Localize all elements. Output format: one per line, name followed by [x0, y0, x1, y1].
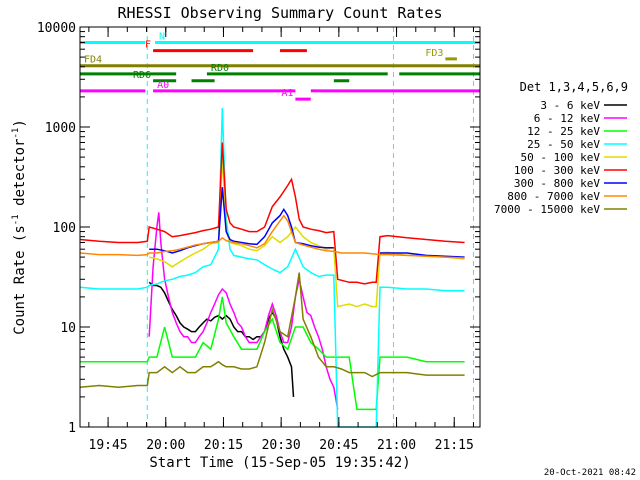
- y-axis-label-main: Count Rate (s: [12, 225, 28, 335]
- y-axis-label: Count Rate (s-1 detector-1): [11, 119, 28, 335]
- series-line: [79, 142, 465, 285]
- series-line: [79, 107, 465, 428]
- legend-label: 6 - 12 keV: [534, 112, 601, 125]
- series-lines: [79, 107, 465, 428]
- x-tick-label: 19:45: [89, 438, 128, 453]
- flag-label: FD4: [84, 55, 102, 66]
- flag-label: RD0: [211, 63, 229, 74]
- y-tick-label: 10: [60, 321, 76, 336]
- plot-frame: [79, 26, 481, 428]
- legend-label: 100 - 300 keV: [514, 164, 600, 177]
- y-tick-label: 1000: [45, 121, 76, 136]
- y-axis: 1 10 100 1000 10000: [37, 21, 480, 436]
- flag-label: N: [159, 31, 165, 42]
- y-axis-label-end: ): [12, 119, 28, 127]
- x-axis: 19:45 20:00 20:15 20:30 20:45 21:00 21:15: [88, 27, 474, 453]
- y-axis-label-sup2: -1: [11, 128, 21, 139]
- x-tick-label: 21:15: [435, 438, 474, 453]
- footer-timestamp: 20-Oct-2021 08:42: [544, 468, 636, 478]
- chart-title: RHESSI Observing Summary Count Rates: [117, 4, 442, 22]
- legend-label: 12 - 25 keV: [527, 125, 600, 138]
- x-tick-label: 20:30: [262, 438, 301, 453]
- flag-label: A0: [157, 80, 169, 91]
- legend-label: 50 - 100 keV: [521, 151, 601, 164]
- series-line: [148, 212, 339, 410]
- legend-label: 25 - 50 keV: [527, 138, 600, 151]
- flag-label: F: [145, 40, 151, 51]
- x-tick-label: 20:45: [319, 438, 358, 453]
- legend-label: 800 - 7000 keV: [507, 190, 600, 203]
- legend-label: 300 - 800 keV: [514, 177, 600, 190]
- series-line: [79, 272, 465, 388]
- y-axis-label-mid: detector: [12, 139, 28, 215]
- y-axis-label-sup1: -1: [11, 214, 21, 225]
- x-tick-label: 20:00: [146, 438, 185, 453]
- legend-label: 3 - 6 keV: [540, 99, 600, 112]
- series-line: [79, 214, 465, 259]
- legend-label: 7000 - 15000 keV: [494, 203, 600, 216]
- y-tick-label: 1: [68, 421, 76, 436]
- series-line: [149, 157, 465, 308]
- plot-area: [146, 27, 474, 427]
- x-tick-label: 21:00: [377, 438, 416, 453]
- y-tick-label: 100: [53, 221, 76, 236]
- series-line: [80, 296, 465, 411]
- y-tick-label: 10000: [37, 21, 76, 36]
- flag-label: FD3: [425, 48, 443, 59]
- x-axis-label: Start Time (15-Sep-05 19:35:42): [149, 455, 410, 471]
- flag-label: RD6: [133, 70, 151, 81]
- legend-title: Det 1,3,4,5,6,9: [520, 80, 628, 94]
- flag-bars: NF FD3 FD4 RD0 RD6 A0 A1: [80, 31, 480, 101]
- flag-label: A1: [281, 88, 293, 99]
- x-tick-label: 20:15: [204, 438, 243, 453]
